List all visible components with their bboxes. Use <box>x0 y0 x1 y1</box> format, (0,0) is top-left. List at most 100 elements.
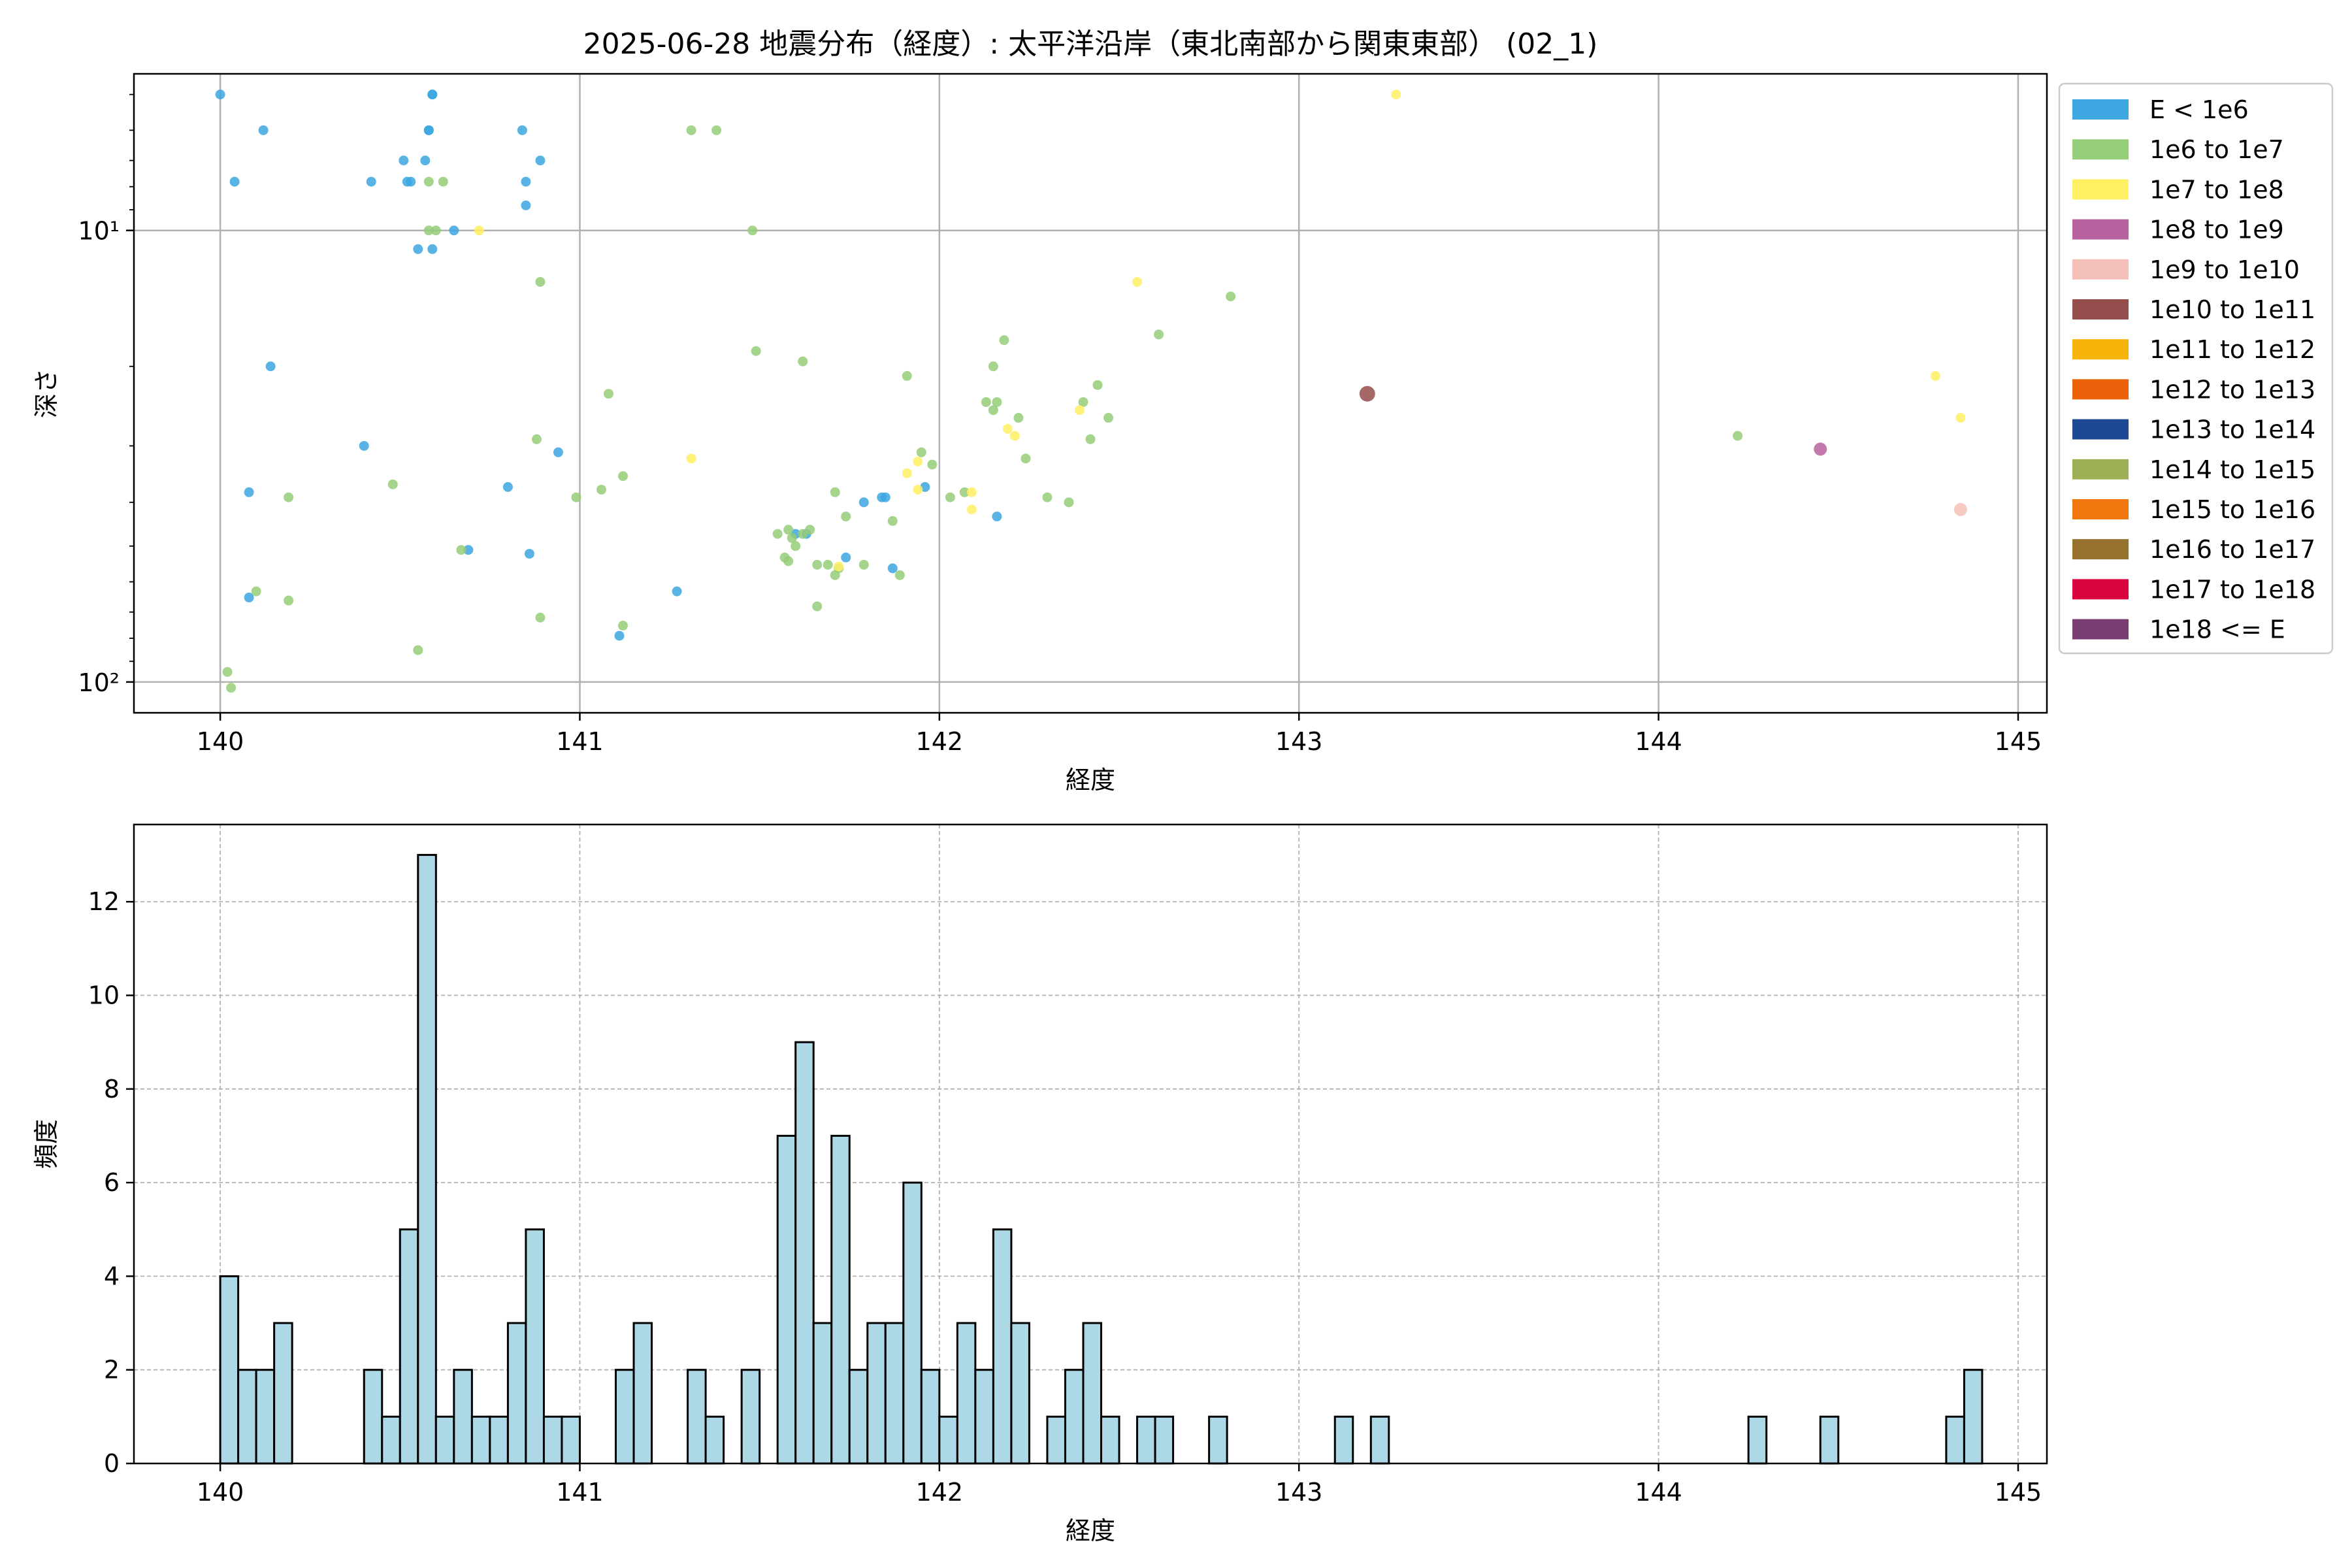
scatter-point <box>686 453 696 464</box>
histogram-bar <box>399 1228 419 1465</box>
scatter-point <box>887 563 898 574</box>
scatter-point <box>812 601 823 612</box>
scatter-point <box>841 552 851 563</box>
scatter-point <box>449 225 459 236</box>
scatter-point <box>427 244 438 254</box>
legend-item: 1e10 to 1e11 <box>2072 295 2315 324</box>
legend-label: 1e13 to 1e14 <box>2149 416 2315 444</box>
legend-swatch <box>2072 99 2129 120</box>
histogram-bar <box>273 1322 293 1465</box>
histogram-bar <box>615 1369 635 1465</box>
histogram-bar <box>506 1322 527 1465</box>
scatter-x-ticks: 140 141 142 143 144 145 <box>197 713 2042 756</box>
scatter-x-tick-label: 141 <box>556 727 604 756</box>
legend-item: 1e16 to 1e17 <box>2072 535 2315 564</box>
legend-swatch <box>2072 259 2129 280</box>
histogram-y-tick-label: 2 <box>104 1356 120 1384</box>
histogram-y-tick-label: 8 <box>104 1075 120 1103</box>
legend-item: 1e13 to 1e14 <box>2072 416 2315 444</box>
histogram-bar <box>1333 1415 1354 1465</box>
histogram-bar <box>219 1275 240 1465</box>
scatter-point <box>1042 492 1053 502</box>
histogram-x-tick-label: 144 <box>1635 1478 1682 1507</box>
histogram-x-tick-label: 143 <box>1275 1478 1323 1507</box>
scatter-point <box>1021 453 1031 464</box>
legend-swatch <box>2072 299 2129 319</box>
scatter-point <box>830 487 840 497</box>
scatter-point <box>1013 413 1024 423</box>
scatter-point <box>966 487 977 497</box>
scatter-point <box>535 276 546 287</box>
scatter-title: 2025-06-28 地震分布（経度）: 太平洋沿岸（東北南部から関東東部） (… <box>583 27 1598 61</box>
scatter-x-tick-label: 144 <box>1635 727 1682 756</box>
histogram-bar <box>363 1369 384 1465</box>
histogram-bar <box>417 854 437 1465</box>
histogram-bar <box>830 1134 851 1465</box>
histogram-bar <box>866 1322 887 1465</box>
scatter-point <box>571 492 581 502</box>
scatter-point <box>1002 423 1013 434</box>
histogram-y-tick-label: 4 <box>104 1262 120 1290</box>
legend-item: E < 1e6 <box>2072 95 2249 124</box>
scatter-point <box>1154 329 1164 340</box>
scatter-x-tick-label: 143 <box>1275 727 1323 756</box>
legend-label: 1e18 <= E <box>2149 615 2285 644</box>
scatter-point <box>1733 431 1743 441</box>
scatter-point <box>686 125 696 135</box>
scatter-point <box>927 459 938 470</box>
legend-swatch <box>2072 539 2129 560</box>
histogram-bar <box>1819 1415 1840 1465</box>
scatter-point <box>614 630 625 641</box>
histogram-bar <box>776 1134 797 1465</box>
scatter-point <box>222 666 233 677</box>
scatter-point <box>841 512 851 522</box>
legend-swatch <box>2072 419 2129 440</box>
histogram-bar <box>704 1415 725 1465</box>
scatter-point <box>284 492 294 502</box>
scatter-point <box>1064 497 1074 508</box>
histogram-x-ticks: 140 141 142 143 144 145 <box>197 1463 2042 1507</box>
histogram-x-axis-label: 経度 <box>1066 1516 1115 1545</box>
scatter-point <box>423 176 434 187</box>
scatter-point <box>1078 397 1088 407</box>
scatter-point <box>913 456 923 466</box>
histogram-bar <box>956 1322 977 1465</box>
scatter-point <box>1391 90 1401 100</box>
scatter-x-tick-label: 145 <box>1995 727 2042 756</box>
scatter-point <box>474 225 484 236</box>
scatter-point <box>553 447 563 457</box>
legend-label: 1e17 to 1e18 <box>2149 575 2315 604</box>
scatter-point <box>535 612 546 623</box>
legend-swatch <box>2072 579 2129 600</box>
legend-item: 1e6 to 1e7 <box>2072 135 2284 164</box>
legend-label: 1e11 to 1e12 <box>2149 335 2315 364</box>
legend-label: 1e14 to 1e15 <box>2149 455 2315 484</box>
scatter-panel: 140 141 142 143 144 145 10¹ 10² 経度 深さ <box>32 73 2048 794</box>
scatter-point <box>798 356 808 367</box>
legend-item: 1e12 to 1e13 <box>2072 375 2315 404</box>
scatter-x-tick-label: 142 <box>916 727 964 756</box>
histogram-frame <box>133 823 2048 1465</box>
scatter-point <box>1092 380 1103 390</box>
histogram-bar <box>525 1228 545 1465</box>
scatter-point <box>1930 370 1940 381</box>
legend: E < 1e6 1e6 to 1e7 1e7 to 1e8 1e8 to 1e9 1e9… <box>2058 82 2334 655</box>
scatter-point <box>1103 413 1114 423</box>
scatter-point <box>751 346 761 356</box>
histogram-y-tick-label: 6 <box>104 1168 120 1197</box>
scatter-point <box>1132 276 1143 287</box>
histogram-bar <box>1046 1415 1066 1465</box>
histogram-bar <box>470 1415 491 1465</box>
histogram-bar <box>992 1228 1013 1465</box>
legend-item: 1e8 to 1e9 <box>2072 216 2284 244</box>
scatter-point <box>992 512 1002 522</box>
scatter-point <box>521 200 531 210</box>
histogram-bar <box>1154 1415 1175 1465</box>
histogram-bar <box>453 1369 473 1465</box>
legend-item: 1e7 to 1e8 <box>2072 175 2284 204</box>
histogram-bar <box>740 1369 761 1465</box>
legend-label: 1e15 to 1e16 <box>2149 495 2315 524</box>
histogram-bar <box>489 1415 509 1465</box>
scatter-point <box>420 155 431 166</box>
